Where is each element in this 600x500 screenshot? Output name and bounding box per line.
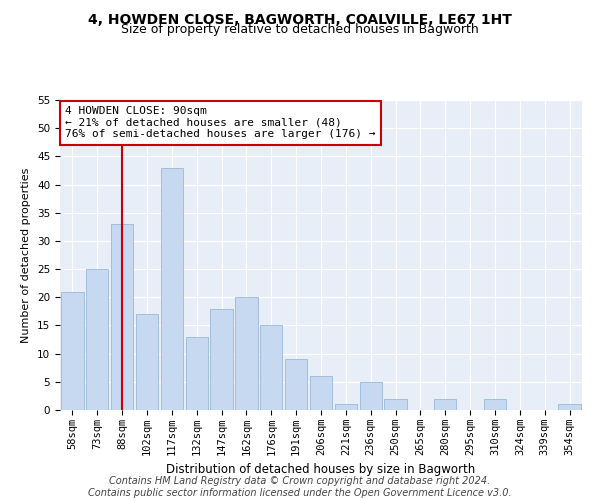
Text: 4 HOWDEN CLOSE: 90sqm
← 21% of detached houses are smaller (48)
76% of semi-deta: 4 HOWDEN CLOSE: 90sqm ← 21% of detached … (65, 106, 376, 140)
Bar (335, 404, 357, 410)
Y-axis label: Number of detached properties: Number of detached properties (22, 168, 31, 342)
Bar (136, 314, 158, 410)
Bar (434, 398, 457, 410)
Bar (559, 404, 581, 410)
Bar (86, 269, 109, 410)
Text: 4, HOWDEN CLOSE, BAGWORTH, COALVILLE, LE67 1HT: 4, HOWDEN CLOSE, BAGWORTH, COALVILLE, LE… (88, 12, 512, 26)
Text: Contains HM Land Registry data © Crown copyright and database right 2024.
Contai: Contains HM Land Registry data © Crown c… (88, 476, 512, 498)
Bar (260, 326, 283, 410)
Bar (359, 382, 382, 410)
Bar (111, 224, 133, 410)
Bar (61, 292, 83, 410)
Bar (235, 298, 257, 410)
Bar (484, 398, 506, 410)
Bar (385, 398, 407, 410)
X-axis label: Distribution of detached houses by size in Bagworth: Distribution of detached houses by size … (166, 464, 476, 476)
Bar (285, 360, 307, 410)
Bar (310, 376, 332, 410)
Bar (161, 168, 183, 410)
Bar (211, 308, 233, 410)
Text: Size of property relative to detached houses in Bagworth: Size of property relative to detached ho… (121, 22, 479, 36)
Bar (185, 336, 208, 410)
